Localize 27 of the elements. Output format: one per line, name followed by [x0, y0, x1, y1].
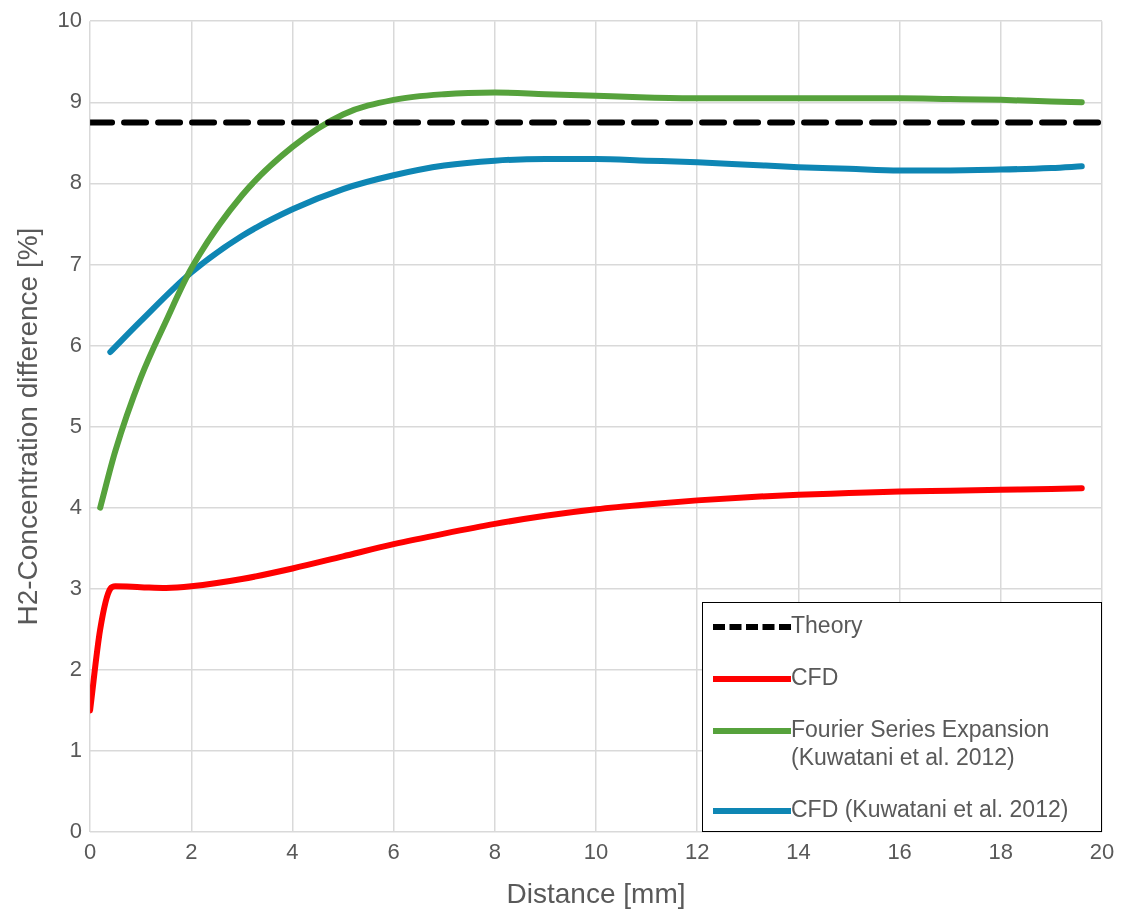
x-tick-label: 10 [583, 839, 609, 865]
x-tick-label: 2 [185, 839, 198, 865]
x-tick-label: 20 [1089, 839, 1115, 865]
y-tick-label: 1 [69, 736, 83, 762]
y-tick-label: 10 [57, 7, 83, 33]
legend-label: Theory [791, 611, 864, 639]
legend-label: Fourier Series Expansion (Kuwatani et al. 2012) [791, 715, 1051, 771]
x-tick-label: 16 [887, 839, 912, 865]
legend-label: CFD [791, 663, 840, 691]
y-tick-label: 2 [69, 655, 83, 681]
y-tick-label: 3 [69, 574, 83, 600]
y-tick-label: 8 [69, 169, 83, 195]
y-tick-label: 9 [69, 88, 83, 114]
x-tick-label: 12 [684, 839, 710, 865]
y-tick-label: 0 [69, 818, 83, 844]
x-tick-label: 6 [387, 839, 400, 865]
x-tick-label: 14 [786, 839, 811, 865]
y-axis-title: H2-Concentration difference [%] [11, 227, 43, 626]
legend-label: CFD (Kuwatani et al. 2012) [791, 795, 1070, 823]
y-tick-label: 7 [69, 250, 83, 276]
y-tick-label: 4 [69, 493, 83, 519]
y-tick-label: 5 [69, 412, 83, 438]
x-axis-title: Distance [mm] [506, 877, 686, 909]
y-tick-label: 6 [69, 331, 83, 357]
x-tick-label: 4 [286, 839, 299, 865]
x-tick-label: 18 [988, 839, 1014, 865]
x-tick-label: 8 [488, 839, 501, 865]
